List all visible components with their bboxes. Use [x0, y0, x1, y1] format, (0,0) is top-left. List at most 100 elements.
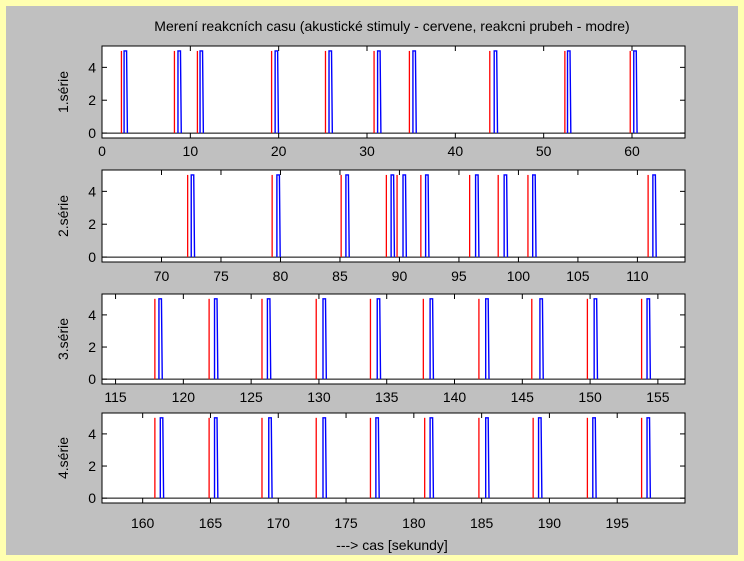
response-mark — [592, 417, 597, 499]
response-mark — [266, 298, 272, 380]
subplot-2: 70 75 80 85 90 95 100 105 110 0 2 4 2.série — [55, 169, 686, 284]
response-mark — [402, 174, 408, 258]
response-mark — [123, 50, 129, 134]
x-tick-label: 10 — [183, 143, 199, 159]
response-mark — [376, 50, 382, 134]
y-tick-label: 4 — [88, 183, 96, 199]
response-mark — [484, 298, 490, 380]
axes-box — [101, 45, 686, 139]
response-mark — [345, 174, 350, 258]
response-mark — [328, 50, 334, 134]
plot-area — [187, 174, 657, 258]
response-mark — [177, 50, 182, 134]
x-tick-label: 20 — [271, 143, 287, 159]
subplot-3: 115 120 125 130 135 140 145 150 155 0 2 4 3.série — [55, 293, 686, 405]
response-mark — [593, 298, 599, 380]
x-tick-label: 30 — [359, 143, 375, 159]
x-tick-label: 50 — [536, 143, 552, 159]
x-tick-label: 70 — [154, 268, 170, 284]
response-mark — [199, 50, 205, 134]
axes-box — [101, 412, 686, 504]
response-mark — [646, 417, 652, 499]
x-tick-label: 110 — [626, 268, 649, 284]
x-tick-label: 40 — [448, 143, 464, 159]
y-tick-label: 2 — [88, 92, 96, 108]
response-mark — [375, 417, 380, 499]
x-tick-label: 85 — [332, 268, 348, 284]
response-mark — [646, 298, 652, 380]
response-mark — [429, 298, 435, 380]
x-tick-label: 145 — [511, 389, 535, 405]
response-mark — [276, 174, 281, 258]
y-axis-label: 1.série — [55, 71, 71, 113]
x-tick-label: 100 — [507, 268, 531, 284]
x-tick-label: 175 — [334, 515, 358, 531]
x-tick-label: 135 — [375, 389, 399, 405]
x-tick-label: 155 — [646, 389, 670, 405]
y-tick-label: 0 — [88, 490, 96, 506]
subplot-4: 160 165 170 175 180 185 190 195 0 2 4 4.série — [55, 412, 686, 531]
y-tick-label: 0 — [88, 249, 96, 265]
x-tick-label: 140 — [443, 389, 467, 405]
response-mark — [493, 50, 499, 134]
response-mark — [158, 298, 163, 380]
x-tick-label: 130 — [307, 389, 331, 405]
response-mark — [566, 50, 572, 134]
x-tick-label: 90 — [392, 268, 408, 284]
x-tick-label: 105 — [566, 268, 590, 284]
x-tick-label: 160 — [131, 515, 155, 531]
y-tick-label: 4 — [88, 307, 96, 323]
x-tick-label: 150 — [578, 389, 602, 405]
x-tick-label: 80 — [273, 268, 289, 284]
response-mark — [390, 174, 396, 258]
y-tick-label: 2 — [88, 339, 96, 355]
x-tick-label: 120 — [172, 389, 196, 405]
response-mark — [503, 174, 509, 258]
response-mark — [537, 417, 543, 499]
response-mark — [213, 417, 219, 499]
x-axis-label: ---> cas [sekundy] — [336, 537, 448, 553]
x-tick-label: 170 — [267, 515, 291, 531]
y-axis-label: 4.série — [55, 437, 71, 479]
plot-area — [154, 298, 652, 380]
response-mark — [532, 174, 537, 258]
response-mark — [159, 417, 165, 499]
response-mark — [474, 174, 480, 258]
x-tick-label: 195 — [606, 515, 630, 531]
response-mark — [322, 417, 327, 499]
y-tick-label: 4 — [88, 426, 96, 442]
y-axis-label: 3.série — [55, 318, 71, 360]
x-tick-label: 115 — [104, 389, 127, 405]
response-mark — [539, 298, 544, 380]
x-tick-label: 95 — [451, 268, 467, 284]
response-mark — [424, 174, 430, 258]
response-mark — [429, 417, 435, 499]
x-tick-label: 0 — [98, 143, 106, 159]
response-mark — [274, 50, 280, 134]
response-mark — [633, 50, 638, 134]
response-mark — [376, 298, 382, 380]
x-tick-label: 190 — [538, 515, 562, 531]
response-mark — [322, 298, 327, 380]
y-tick-label: 0 — [88, 125, 96, 141]
x-tick-label: 125 — [239, 389, 263, 405]
x-tick-label: 75 — [213, 268, 229, 284]
subplot-1: 0 10 20 30 40 50 60 0 2 4 1.série — [55, 45, 686, 159]
y-tick-label: 2 — [88, 216, 96, 232]
response-mark — [652, 174, 657, 258]
y-tick-label: 2 — [88, 458, 96, 474]
response-mark — [484, 417, 490, 499]
response-mark — [190, 174, 196, 258]
y-axis-label: 2.série — [55, 195, 71, 237]
plot-area — [154, 417, 652, 499]
y-tick-label: 4 — [88, 59, 96, 75]
response-mark — [213, 298, 219, 380]
y-tick-label: 0 — [88, 371, 96, 387]
x-tick-label: 180 — [402, 515, 426, 531]
chart-title: Merení reakcních casu (akustické stimuly… — [154, 18, 629, 34]
x-tick-label: 165 — [199, 515, 223, 531]
x-tick-label: 60 — [624, 143, 640, 159]
plot-area — [120, 50, 638, 134]
